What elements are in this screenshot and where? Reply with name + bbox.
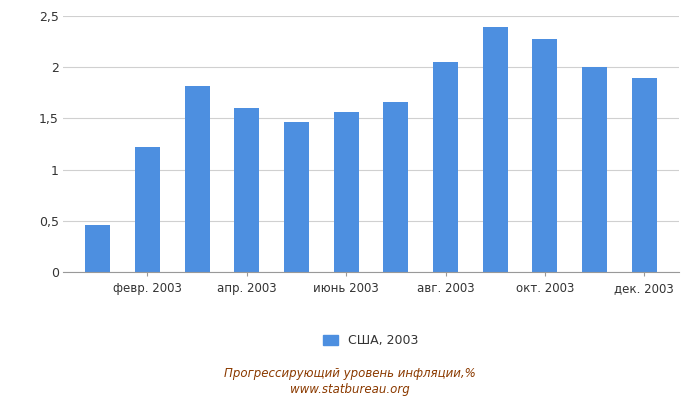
Bar — [185, 86, 209, 272]
Text: Прогрессирующий уровень инфляции,%: Прогрессирующий уровень инфляции,% — [224, 368, 476, 380]
Bar — [85, 225, 110, 272]
Bar — [135, 147, 160, 272]
Bar — [582, 67, 607, 272]
Bar — [284, 122, 309, 272]
Legend: США, 2003: США, 2003 — [318, 330, 424, 352]
Bar — [632, 78, 657, 272]
Bar — [433, 62, 458, 272]
Bar — [533, 38, 557, 272]
Bar — [334, 112, 358, 272]
Bar — [483, 27, 507, 272]
Text: www.statbureau.org: www.statbureau.org — [290, 384, 410, 396]
Bar — [384, 102, 408, 272]
Bar — [234, 108, 259, 272]
